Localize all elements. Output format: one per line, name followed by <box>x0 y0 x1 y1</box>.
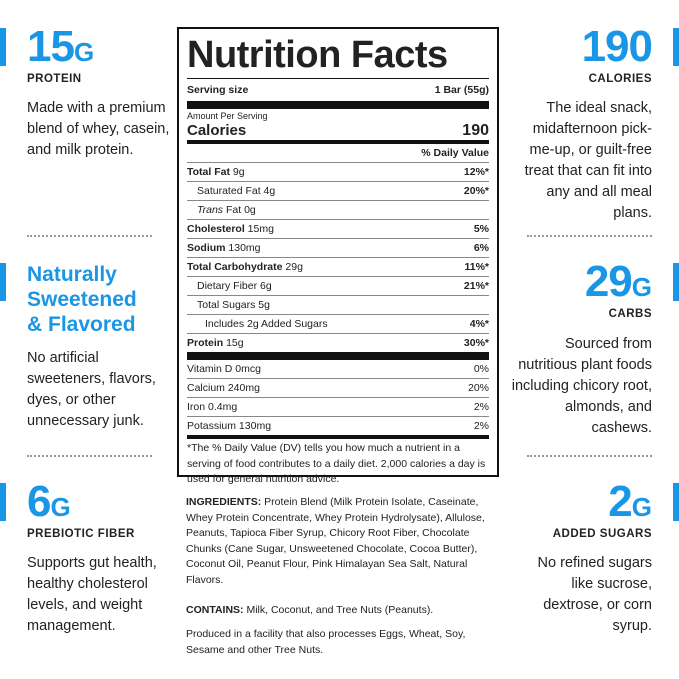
nutrient-row: Total Carbohydrate 29g 11%* <box>187 257 489 276</box>
accent-bar-calories <box>673 28 679 66</box>
accent-bar-carbs <box>673 263 679 301</box>
ingredients-text: INGREDIENTS: Protein Blend (Milk Protein… <box>186 496 485 586</box>
accent-bar-sugars <box>673 483 679 521</box>
amount-per-serving: Amount Per Serving <box>187 111 268 121</box>
sugars-caption: ADDED SUGARS <box>552 528 652 540</box>
calories-value: 190 <box>581 22 653 71</box>
protein-value: 15G <box>27 22 95 71</box>
sugars-value: 2G <box>608 477 652 526</box>
carbs-value: 29G <box>584 257 652 306</box>
fiber-caption: PREBIOTIC FIBER <box>27 528 135 540</box>
vitamin-row: Iron 0.4mg 2% <box>187 397 489 416</box>
serving-size-row: Serving size 1 Bar (55g) <box>187 78 489 101</box>
divider-left-2 <box>27 455 152 457</box>
accent-bar-sweetened <box>0 263 6 301</box>
daily-value-footnote: *The % Daily Value (DV) tells you how mu… <box>187 435 489 488</box>
nutrition-facts-label: Nutrition Facts Serving size 1 Bar (55g)… <box>177 27 499 485</box>
sweetened-description: No artificial sweeteners, flavors, dyes,… <box>27 350 156 429</box>
nutrient-row: Protein 15g 30%* <box>187 333 489 352</box>
daily-value-header: % Daily Value <box>187 140 489 162</box>
thick-rule-1 <box>187 101 489 109</box>
divider-left-1 <box>27 235 152 237</box>
nutrient-row: Total Sugars 5g <box>187 295 489 314</box>
nutrient-row: Saturated Fat 4g 20%* <box>187 181 489 200</box>
accent-bar-fiber <box>0 483 6 521</box>
divider-right-2 <box>527 455 652 457</box>
vitamin-row: Potassium 130mg 2% <box>187 416 489 435</box>
protein-description: Made with a premium blend of whey, casei… <box>27 100 170 158</box>
fiber-description: Supports gut health, healthy cholesterol… <box>27 555 157 634</box>
calories-description: The ideal snack, midafternoon pick-me-up… <box>524 100 652 221</box>
accent-bar-protein <box>0 28 6 66</box>
protein-caption: PROTEIN <box>27 73 82 85</box>
nutrient-row: Includes 2g Added Sugars 4%* <box>187 314 489 333</box>
facility-text: Produced in a facility that also process… <box>186 628 466 656</box>
nutrition-facts-title: Nutrition Facts <box>187 34 448 76</box>
nutrient-row: Dietary Fiber 6g 21%* <box>187 276 489 295</box>
nutrient-row: Sodium 130mg 6% <box>187 238 489 257</box>
divider-right-1 <box>527 235 652 237</box>
vitamin-row: Vitamin D 0mcg 0% <box>187 352 489 378</box>
carbs-description: Sourced from nutritious plant foods incl… <box>511 336 652 436</box>
fiber-value: 6G <box>27 477 71 526</box>
nutrient-row: Total Fat 9g 12%* <box>187 162 489 181</box>
nutrient-row: Cholesterol 15mg 5% <box>187 219 489 238</box>
calories-caption: CALORIES <box>588 73 652 85</box>
nutrient-row: Trans Fat 0g <box>187 200 489 219</box>
calories-row: Calories 190 <box>187 122 489 139</box>
sugars-description: No refined sugars like sucrose, dextrose… <box>537 555 652 634</box>
sweetened-heading: Naturally Sweetened & Flavored <box>27 263 137 336</box>
carbs-caption: CARBS <box>608 308 652 320</box>
contains-text: CONTAINS: Milk, Coconut, and Tree Nuts (… <box>186 604 434 616</box>
vitamin-row: Calcium 240mg 20% <box>187 378 489 397</box>
